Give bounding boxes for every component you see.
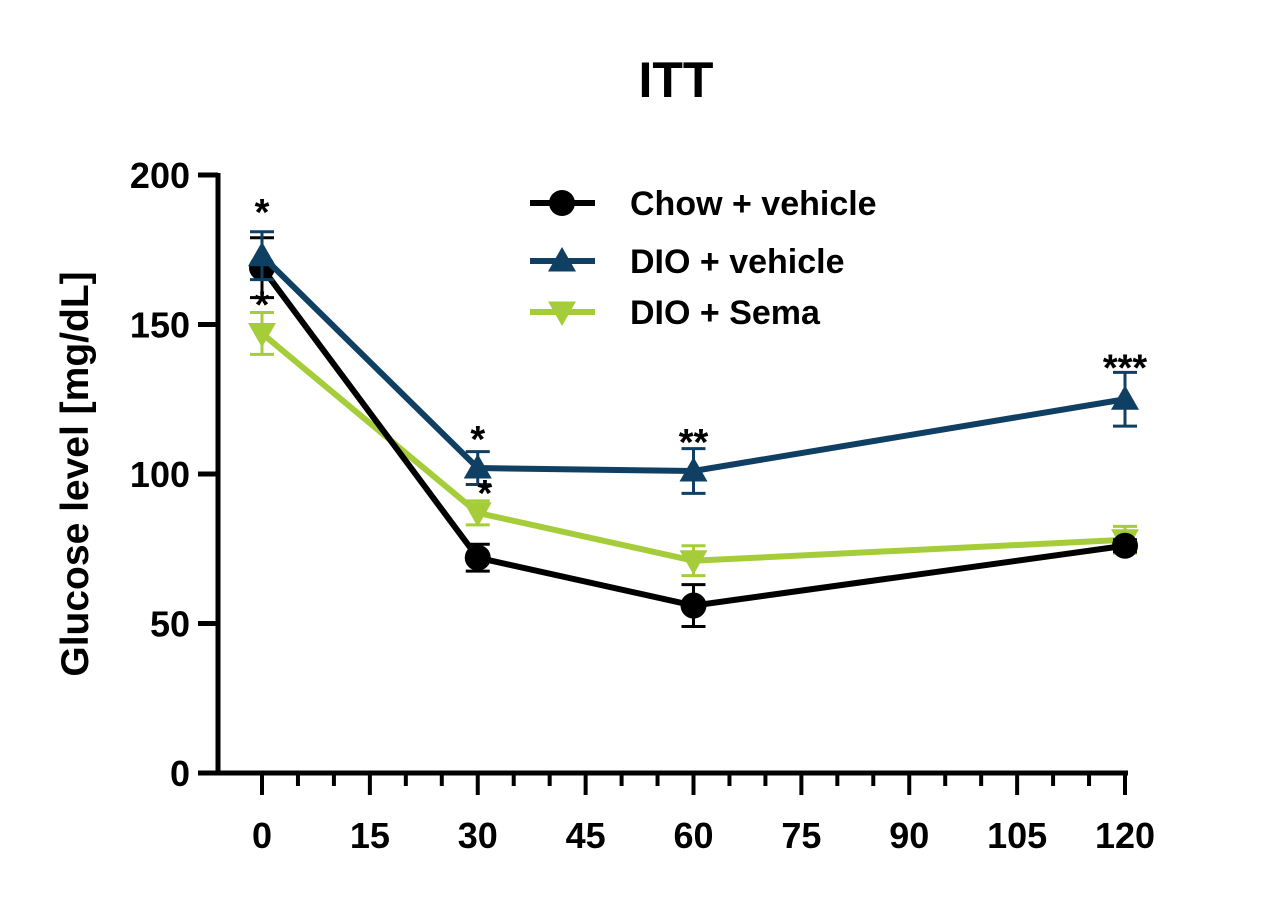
legend-label: Chow + vehicle (630, 185, 877, 223)
triangle-down-marker (679, 550, 708, 575)
x-tick-label: 30 (458, 815, 498, 856)
annotations: ********* (255, 192, 1148, 515)
circle-marker (549, 190, 575, 216)
significance-marker: * (255, 285, 270, 327)
triangle-down-marker (548, 301, 576, 326)
triangle-up-marker (1111, 385, 1139, 410)
series-line (260, 331, 1126, 564)
circle-marker (464, 544, 491, 571)
series-line (259, 253, 1126, 475)
triangle-down-marker (248, 322, 276, 348)
circle-marker (1112, 532, 1138, 559)
triangle-down-marker (463, 502, 492, 527)
y-tick-label: 200 (130, 155, 190, 196)
y-tick-label: 100 (130, 454, 190, 495)
legend-item: Chow + vehicle (530, 185, 877, 223)
x-tick-label: 75 (781, 815, 821, 856)
series-line (259, 265, 1126, 609)
legend-label: DIO + Sema (630, 294, 821, 332)
significance-marker: ** (679, 422, 709, 464)
legend-item: DIO + Sema (530, 294, 821, 332)
circle-marker (680, 592, 707, 619)
chart-title: ITT (639, 52, 714, 108)
y-tick-label: 150 (130, 305, 190, 346)
series-dio-vehicle (248, 230, 1139, 495)
y-tick-label: 0 (170, 753, 190, 794)
y-axis-label: Glucose level [mg/dL] (54, 271, 97, 676)
x-tick-label: 105 (987, 815, 1047, 856)
x-tick-label: 45 (566, 815, 606, 856)
significance-marker: * (470, 419, 485, 461)
series-chow-vehicle (249, 236, 1138, 628)
axes: 0 50 100 150 200 0 15 30 45 60 75 90 105 120 (130, 155, 1155, 856)
significance-marker: * (478, 473, 493, 515)
triangle-up-marker (248, 241, 276, 267)
x-tick-label: 90 (889, 815, 929, 856)
x-tick-label: 120 (1095, 815, 1155, 856)
significance-marker: * (255, 192, 270, 234)
series-group (248, 230, 1139, 628)
significance-marker: *** (1103, 347, 1148, 389)
y-tick-label: 50 (150, 604, 190, 645)
x-tick-label: 60 (673, 815, 713, 856)
legend-label: DIO + vehicle (630, 243, 845, 281)
triangle-up-marker (463, 454, 492, 479)
x-tick-label: 0 (252, 815, 272, 856)
legend-item: DIO + vehicle (530, 243, 845, 281)
triangle-up-marker (548, 247, 576, 272)
triangle-up-marker (679, 457, 708, 482)
legend: Chow + vehicle DIO + vehicle DIO + Sema (530, 185, 877, 332)
x-tick-label: 15 (350, 815, 390, 856)
